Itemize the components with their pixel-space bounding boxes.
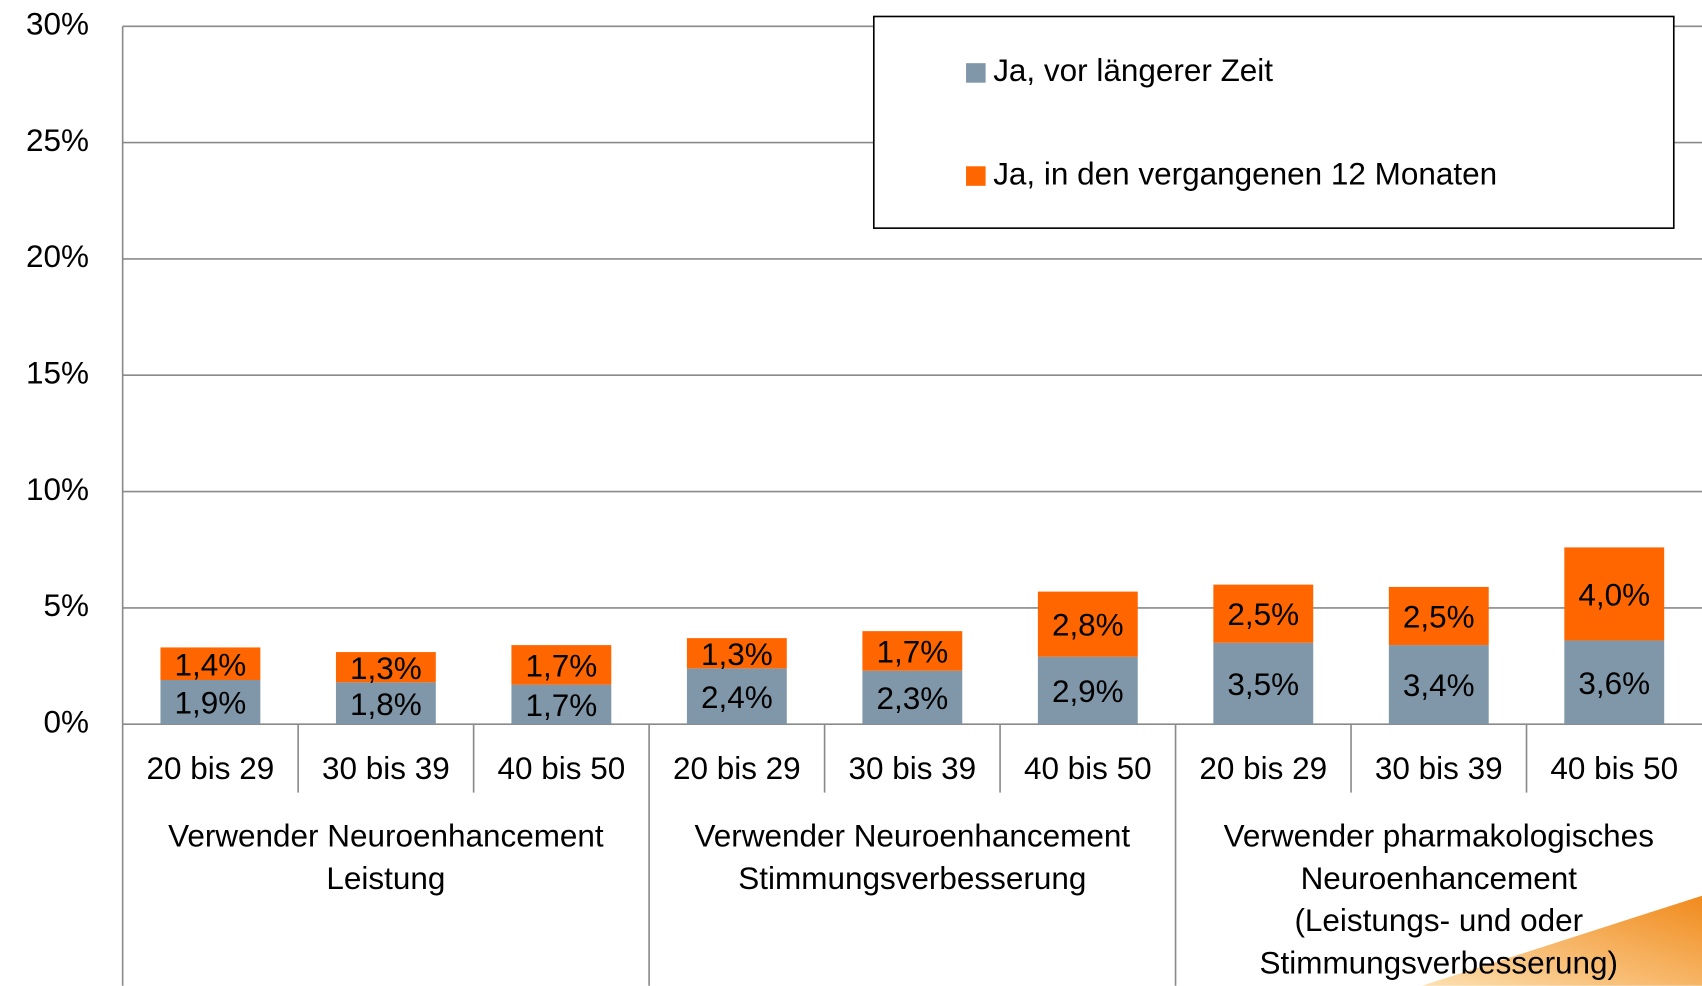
bar-segment	[686, 668, 787, 725]
value-label: 2,5%	[1227, 597, 1299, 632]
x-tick-label: 40 bis 50	[1024, 751, 1152, 786]
bar-segment	[1388, 586, 1489, 646]
bar-segment	[160, 647, 261, 680]
value-label: 1,7%	[525, 648, 597, 683]
y-tick-label: 20%	[26, 239, 89, 274]
decoration	[1421, 895, 1702, 986]
value-label: 3,5%	[1227, 667, 1299, 702]
value-label: 3,4%	[1403, 668, 1475, 703]
bar-segment	[1564, 547, 1665, 641]
group-label: Verwender pharmakologisches	[1224, 818, 1654, 853]
value-label: 1,3%	[350, 651, 422, 686]
x-tick-label: 20 bis 29	[147, 751, 275, 786]
legend-label: Ja, vor längerer Zeit	[993, 53, 1273, 88]
value-label: 4,0%	[1578, 577, 1650, 612]
x-tick-label: 40 bis 50	[497, 751, 625, 786]
x-tick-label: 20 bis 29	[673, 751, 801, 786]
group-label: Stimmungsverbesserung)	[1260, 945, 1619, 980]
value-label: 1,8%	[350, 687, 422, 722]
x-tick-label: 30 bis 39	[1375, 751, 1503, 786]
value-label: 1,7%	[876, 634, 948, 669]
y-tick-label: 5%	[44, 588, 89, 623]
group-label: Neuroenhancement	[1301, 861, 1578, 896]
bar-segment	[1388, 645, 1489, 725]
y-tick-label: 15%	[26, 356, 89, 391]
bar-segment	[1037, 591, 1138, 657]
value-label: 2,8%	[1052, 608, 1124, 643]
legend-swatch	[966, 166, 986, 186]
bar-segment	[335, 682, 436, 725]
value-label: 1,9%	[175, 686, 247, 721]
x-tick-label: 30 bis 39	[322, 751, 450, 786]
group-label: Verwender Neuroenhancement	[695, 818, 1131, 853]
x-tick-label: 20 bis 29	[1199, 751, 1327, 786]
bar-segment	[1037, 656, 1138, 725]
y-tick-label: 10%	[26, 472, 89, 507]
bar-segment	[335, 652, 436, 683]
x-tick-label: 40 bis 50	[1550, 751, 1678, 786]
bar-segment	[1213, 584, 1314, 643]
x-tick-label: 30 bis 39	[848, 751, 976, 786]
legend-swatch	[966, 63, 986, 83]
value-label: 1,7%	[525, 688, 597, 723]
y-tick-label: 30%	[26, 7, 89, 42]
value-label: 1,4%	[175, 647, 247, 682]
bar-segment	[686, 638, 787, 669]
group-label: (Leistungs- und oder	[1294, 903, 1583, 938]
value-label: 2,9%	[1052, 674, 1124, 709]
value-label: 2,5%	[1403, 600, 1475, 635]
group-label: Leistung	[326, 861, 445, 896]
bar-segment	[862, 631, 963, 671]
legend-label: Ja, in den vergangenen 12 Monaten	[993, 156, 1497, 191]
bar-segment	[511, 684, 612, 725]
value-label: 2,3%	[876, 681, 948, 716]
bar-segment	[1564, 640, 1665, 725]
bar-segment	[1213, 642, 1314, 725]
bar-segment	[511, 645, 612, 685]
y-tick-label: 0%	[44, 705, 89, 740]
bar-segment	[862, 670, 963, 725]
y-tick-label: 25%	[26, 123, 89, 158]
group-label: Stimmungsverbesserung	[738, 861, 1086, 896]
value-label: 3,6%	[1578, 666, 1650, 701]
value-label: 1,3%	[701, 637, 773, 672]
legend-box	[872, 15, 1675, 229]
bar-segment	[160, 679, 261, 725]
group-label: Verwender Neuroenhancement	[168, 818, 604, 853]
value-label: 2,4%	[701, 680, 773, 715]
